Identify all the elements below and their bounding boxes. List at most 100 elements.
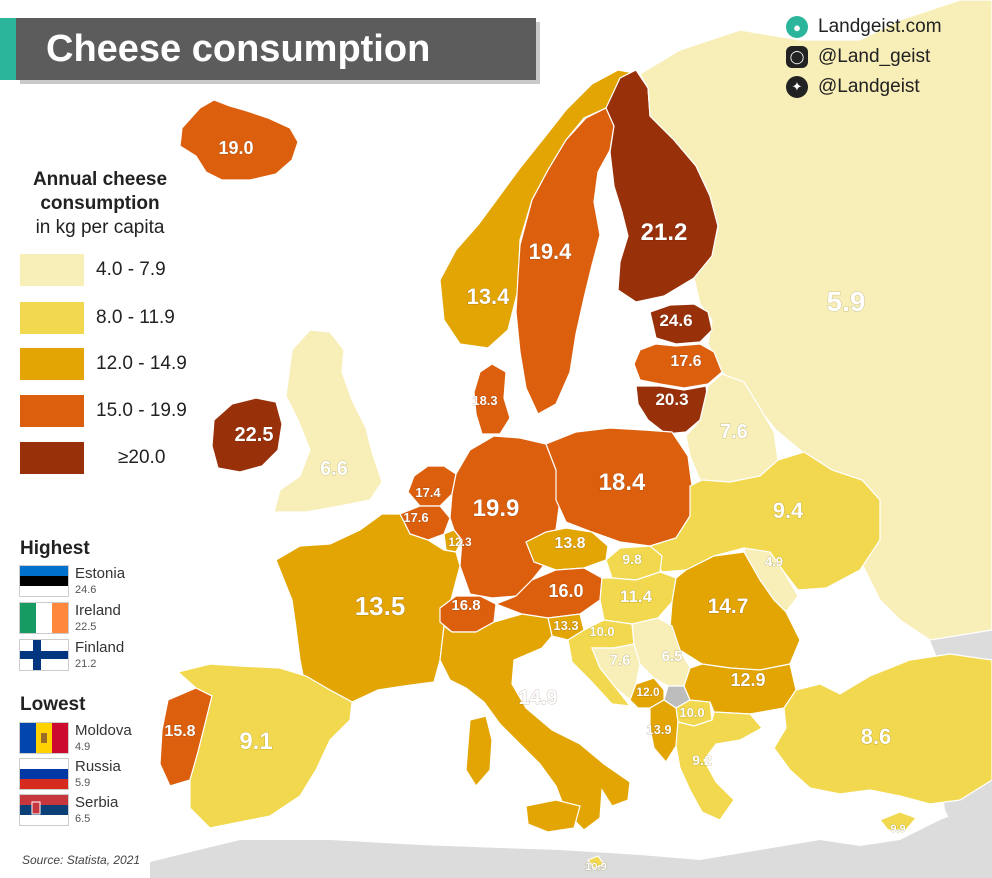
legend-swatch xyxy=(20,442,84,474)
rank-value: 22.5 xyxy=(75,621,97,633)
label-finland: 21.2 xyxy=(641,219,688,246)
highest-item: Ireland 22.5 xyxy=(20,603,121,635)
country-greece[interactable] xyxy=(675,711,763,821)
lowest-item: Moldova 4.9 xyxy=(20,723,132,755)
country-malta[interactable] xyxy=(587,855,605,869)
legend-label: ≥20.0 xyxy=(118,447,166,468)
country-estonia[interactable] xyxy=(649,303,713,345)
legend-label: 8.0 - 11.9 xyxy=(96,307,175,328)
serbia-flag xyxy=(20,795,68,825)
legend-swatch xyxy=(20,302,84,334)
rank-value: 6.5 xyxy=(75,813,91,825)
label-estonia: 24.6 xyxy=(659,311,692,330)
legend-label: 12.0 - 14.9 xyxy=(96,353,187,374)
source-note: Source: Statista, 2021 xyxy=(22,853,141,867)
label-slovakia: 9.8 xyxy=(622,551,642,567)
country-italy-sicily[interactable] xyxy=(525,799,581,833)
legend-item: 4.0 - 7.9 xyxy=(20,254,166,286)
label-russia: 5.9 xyxy=(827,286,866,317)
label-lithuania: 20.3 xyxy=(655,390,688,409)
rank-country: Estonia xyxy=(75,565,126,582)
legend-swatch xyxy=(20,348,84,380)
label-ireland: 22.5 xyxy=(235,424,274,446)
rank-country: Finland xyxy=(75,639,125,656)
legend-swatch xyxy=(20,254,84,286)
rank-value: 21.2 xyxy=(75,658,97,670)
country-montenegro[interactable] xyxy=(629,677,665,709)
legend-item: 12.0 - 14.9 xyxy=(20,348,187,380)
label-switzerland: 16.8 xyxy=(451,597,480,614)
label-turkey: 8.6 xyxy=(861,724,892,749)
label-cyprus: 9.9 xyxy=(890,823,905,835)
country-latvia[interactable] xyxy=(633,343,723,389)
brand-twitter-text: @Landgeist xyxy=(818,76,920,97)
label-croatia: 10.0 xyxy=(589,624,614,639)
instagram-icon: ◯ xyxy=(786,46,808,68)
label-denmark: 18.3 xyxy=(472,393,497,408)
country-uk[interactable] xyxy=(273,329,383,513)
country-turkey[interactable] xyxy=(773,653,992,805)
ireland-flag xyxy=(20,603,68,633)
country-denmark[interactable] xyxy=(473,363,511,435)
estonia-flag xyxy=(20,566,68,596)
finland-flag xyxy=(20,640,68,670)
label-hungary: 11.4 xyxy=(620,587,653,606)
label-germany: 19.9 xyxy=(473,495,520,522)
label-norway: 13.4 xyxy=(467,284,511,309)
lowest-heading: Lowest xyxy=(20,694,86,715)
russia-flag xyxy=(20,759,68,789)
label-albania: 13.9 xyxy=(646,722,671,737)
legend-title-line1: Annual cheese xyxy=(32,169,168,190)
brand-website-text: Landgeist.com xyxy=(818,16,942,37)
highest-heading: Highest xyxy=(20,538,90,559)
moldova-flag xyxy=(20,723,68,753)
label-sweden: 19.4 xyxy=(529,239,573,264)
lowest-item: Serbia 6.5 xyxy=(20,795,118,827)
brand-instagram[interactable]: ◯ @Land_geist xyxy=(786,46,930,68)
label-bulgaria: 12.9 xyxy=(730,670,765,690)
country-cyprus[interactable] xyxy=(879,811,918,831)
label-portugal: 15.8 xyxy=(164,723,195,740)
label-montenegro: 12.0 xyxy=(636,685,660,699)
country-sweden[interactable] xyxy=(515,107,615,415)
country-italy[interactable] xyxy=(439,613,631,831)
country-czechia[interactable] xyxy=(525,527,609,571)
label-spain: 9.1 xyxy=(239,728,272,755)
page-title: Cheese consumption xyxy=(16,18,536,80)
country-ireland[interactable] xyxy=(211,397,283,473)
label-luxembourg: 12.3 xyxy=(448,535,472,549)
label-greece: 9.2 xyxy=(692,752,712,768)
country-russia[interactable] xyxy=(639,0,992,641)
label-poland: 18.4 xyxy=(599,469,646,496)
legend-label: 15.0 - 19.9 xyxy=(96,400,187,421)
rank-country: Russia xyxy=(75,758,121,775)
highest-item: Finland 21.2 xyxy=(20,640,124,672)
rank-value: 5.9 xyxy=(75,777,91,789)
label-italy: 14.9 xyxy=(519,687,558,709)
legend-item: 15.0 - 19.9 xyxy=(20,395,187,427)
label-iceland: 19.0 xyxy=(218,138,253,158)
country-italy-sardinia[interactable] xyxy=(465,715,493,788)
brand-website[interactable]: ● Landgeist.com xyxy=(786,16,942,38)
brand-instagram-text: @Land_geist xyxy=(818,46,931,67)
label-latvia: 17.6 xyxy=(670,353,701,370)
north-africa-land xyxy=(150,800,992,878)
rank-country: Ireland xyxy=(75,602,121,619)
legend-title-line2: consumption xyxy=(40,193,160,214)
legend-swatch xyxy=(20,395,84,427)
label-romania: 14.7 xyxy=(708,595,749,618)
country-iceland[interactable] xyxy=(179,99,299,181)
rank-country: Moldova xyxy=(75,722,132,739)
brand-twitter[interactable]: ✦ @Landgeist xyxy=(786,76,920,98)
legend-label: 4.0 - 7.9 xyxy=(96,259,166,280)
label-malta: 10.9 xyxy=(585,861,606,873)
twitter-bird-icon: ✦ xyxy=(786,76,808,98)
label-north-macedonia: 10.0 xyxy=(679,705,704,720)
label-slovenia: 13.3 xyxy=(553,618,578,633)
label-bosnia: 7.6 xyxy=(610,652,631,669)
label-czechia: 13.8 xyxy=(554,535,585,552)
country-spain[interactable] xyxy=(176,663,353,829)
globe-icon: ● xyxy=(786,16,808,38)
country-luxembourg[interactable] xyxy=(443,529,463,553)
